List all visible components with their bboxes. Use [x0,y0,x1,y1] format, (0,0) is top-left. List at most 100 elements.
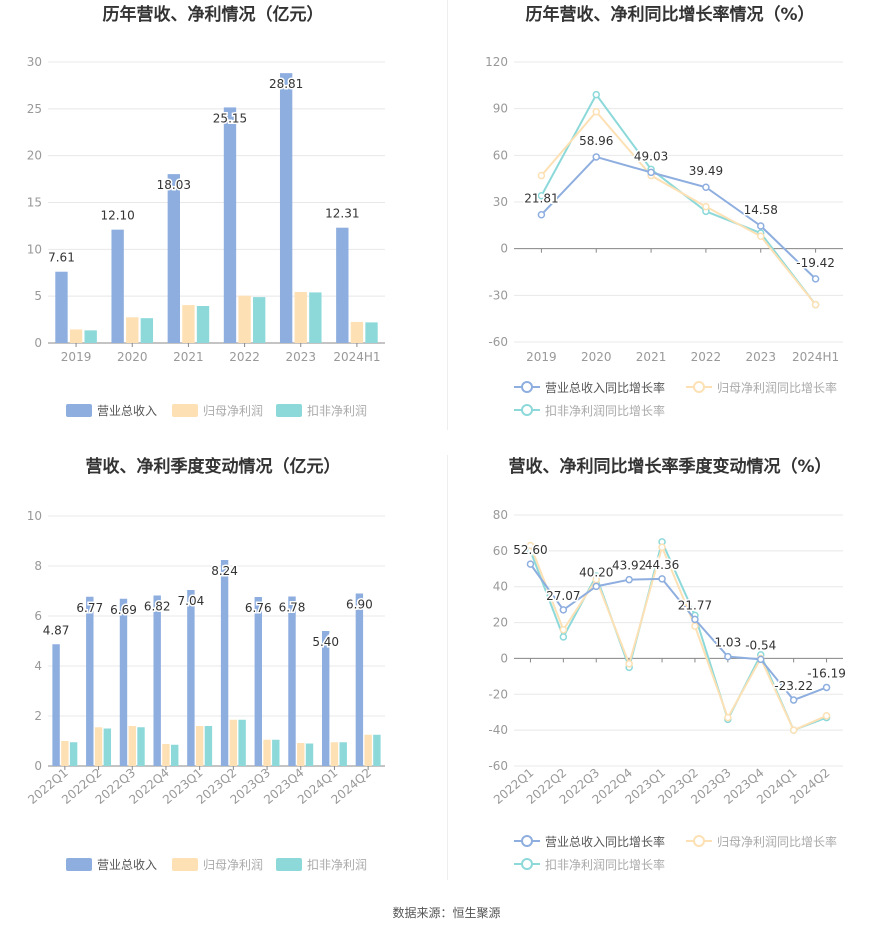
bar-1 [223,107,237,343]
bar-3 [272,739,280,766]
bar-1 [167,174,180,343]
data-point-2 [822,712,831,720]
data-source-name: 恒生聚源 [452,906,501,920]
data-point-2 [625,660,633,668]
legend-label: 归母净利润 [203,858,263,872]
y-tick-label: 0 [34,336,42,350]
data-point-3 [537,192,546,200]
bar-1 [220,560,229,766]
y-tick-label: 2 [34,709,42,723]
data-label: 27.07 [546,589,580,603]
data-point-2 [757,232,765,240]
data-label: 7.61 [48,251,75,265]
y-tick-label: -30 [488,288,508,302]
bar-3 [140,318,154,343]
data-label: 18.03 [157,178,191,192]
bar-1 [187,590,195,766]
data-label: 52.60 [513,543,547,557]
x-tick-label: 2022 [229,350,260,364]
legend-marker [693,381,705,393]
bar-3 [309,292,322,343]
x-tick-label: 2020 [117,350,148,364]
bar-1 [321,631,330,766]
data-label: 5.40 [312,635,339,649]
chart-title: 营收、净利同比增长率季度变动情况（%） [508,456,831,477]
series-line-2 [540,110,817,306]
data-label: -16.19 [807,666,846,680]
panel-divider [447,455,448,880]
series-line-1 [529,563,827,702]
bar-3 [204,726,213,766]
y-tick-label: 6 [34,609,42,623]
data-point-2 [526,541,535,550]
y-tick-label: 60 [493,544,508,558]
data-source-prefix: 数据来源： [392,906,453,920]
bar-3 [238,719,246,766]
data-point-1 [691,615,699,624]
legend-label: 归母净利润同比增长率 [717,380,837,395]
data-point-1 [592,582,600,591]
legend-swatch [276,858,302,871]
legend-label: 营业总收入同比增长率 [545,380,665,395]
data-point-3 [559,633,568,641]
legend-label: 扣非净利润同比增长率 [545,857,665,872]
bar-2 [182,305,195,343]
bar-2 [263,739,271,766]
bar-1 [288,596,296,766]
data-label: 12.31 [325,207,359,221]
bar-2 [195,726,204,766]
data-label: 21.81 [524,192,558,206]
legend-marker [521,835,533,847]
y-tick-label: 30 [493,195,508,209]
data-label: 21.77 [678,598,712,612]
x-tick-label: 2020 [581,350,612,364]
chart-title: 历年营收、净利同比增长率情况（%） [525,4,814,25]
data-point-1 [822,683,831,692]
bar-1 [52,644,60,766]
bar-2 [128,726,136,766]
data-label: 1.03 [714,636,741,650]
bar-2 [162,744,170,766]
annual-growth-chart: 历年营收、净利同比增长率情况（%） -60 -30 0 30 60 90 120 2019 202… [485,4,843,418]
bar-3 [84,330,97,343]
data-label: 6.82 [144,600,171,614]
x-tick-label: 2019 [61,350,92,364]
panel-divider [447,0,448,430]
bar-3 [69,742,78,766]
y-tick-label: -60 [488,335,508,349]
bar-1 [86,596,94,766]
y-tick-label: 4 [34,659,42,673]
bar-2 [330,742,339,766]
annual-amounts-chart: 历年营收、净利情况（亿元） 0 5 10 15 20 25 30 2019 2020 2021 202… [27,4,385,418]
y-tick-label: 20 [493,616,508,630]
series-line-1 [540,155,817,280]
bar-2 [229,719,238,766]
data-point-2 [691,622,699,630]
y-tick-label: 0 [34,759,42,773]
bar-1 [336,227,349,343]
quarterly-amounts-chart: 营收、净利季度变动情况（亿元）02468102022Q12022Q22022Q3… [25,456,385,872]
bar-3 [253,297,266,343]
chart-title: 历年营收、净利情况（亿元） [103,4,324,25]
data-point-1 [757,655,765,664]
data-point-2 [559,625,568,634]
bar-3 [373,734,381,766]
data-point-2 [658,543,666,552]
y-tick-label: 0 [500,651,508,665]
data-label: 12.10 [100,209,134,223]
legend-swatch [172,858,198,871]
data-label: -0.54 [745,638,776,652]
x-tick-label: 2023 [745,350,776,364]
x-tick-label: 2024H1 [333,350,380,364]
data-label: 44.36 [645,558,679,572]
legend-swatch [276,404,302,417]
data-point-2 [724,713,732,722]
legend-marker [521,404,533,416]
legend-swatch [66,404,92,417]
data-label: 6.69 [110,603,137,617]
bar-1 [153,595,161,766]
data-source: 数据来源：恒生聚源 [0,904,893,921]
bar-2 [94,727,103,766]
legend-label: 归母净利润 [203,404,263,418]
data-label: 6.76 [245,601,272,615]
